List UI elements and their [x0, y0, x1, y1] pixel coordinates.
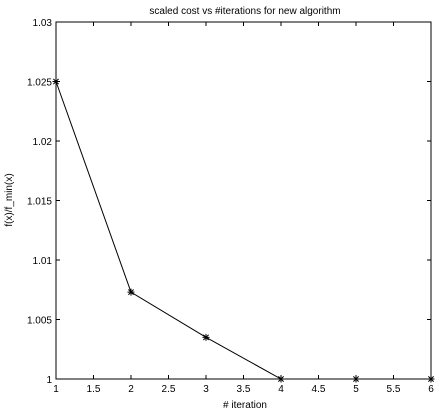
- plot-area: [55, 21, 432, 380]
- x-tick-label: 5.5: [387, 384, 401, 395]
- y-tick-label: 1.015: [27, 197, 52, 208]
- x-tick-label: 5: [353, 384, 359, 395]
- y-axis-label: f(x)/f_min(x): [4, 173, 15, 226]
- data-point-marker: [127, 288, 135, 296]
- x-axis-label: # iteration: [223, 400, 267, 410]
- x-tick-label: 1.5: [87, 384, 101, 395]
- series-line: [55, 81, 431, 380]
- x-tick-label: 6: [428, 384, 434, 395]
- y-tick-label: 1: [46, 375, 52, 386]
- x-tick-label: 4.5: [312, 384, 326, 395]
- chart-title: scaled cost vs #iterations for new algor…: [149, 6, 340, 17]
- x-tick-label: 1: [53, 384, 59, 395]
- data-point-marker: [352, 375, 360, 383]
- series-layer: [52, 78, 435, 383]
- data-point-marker: [202, 333, 210, 341]
- x-tick-label: 2.5: [162, 384, 176, 395]
- y-tick-label: 1.025: [27, 78, 52, 89]
- y-tick-label: 1.01: [33, 256, 53, 267]
- x-tick-label: 4: [278, 384, 284, 395]
- data-point-marker: [427, 375, 435, 383]
- data-point-marker: [277, 375, 285, 383]
- y-tick-label: 1.005: [27, 316, 52, 327]
- y-tick-label: 1.02: [33, 137, 53, 148]
- x-tick-label: 3: [203, 384, 209, 395]
- x-tick-label: 3.5: [237, 384, 251, 395]
- data-point-marker: [52, 78, 60, 85]
- x-axis: 1 1.5 2 2.5 3 3.5 4 4.5 5 5.5 6: [53, 22, 434, 395]
- x-tick-label: 2: [128, 384, 134, 395]
- y-tick-label: 1.03: [33, 18, 53, 29]
